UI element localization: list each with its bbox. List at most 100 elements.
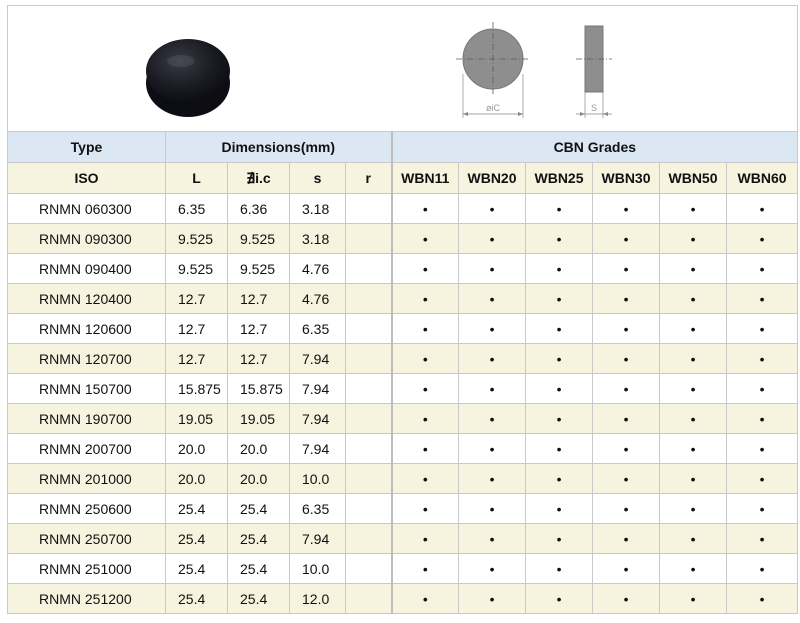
ic-cell: 12.7 <box>227 313 290 344</box>
ic-cell: 9.525 <box>227 253 290 284</box>
round-insert-photo <box>146 39 230 117</box>
s-cell: 7.94 <box>289 523 346 554</box>
ic-cell: 20.0 <box>227 433 290 464</box>
r-cell <box>344 553 393 584</box>
grade-availability-dot: • <box>592 223 661 254</box>
type-cell: RNMN 250600 <box>7 493 166 524</box>
grade-availability-dot: • <box>592 523 661 554</box>
grade-availability-dot: • <box>458 193 527 224</box>
grade-availability-dot: • <box>726 553 799 584</box>
type-cell: RNMN 120700 <box>7 343 166 374</box>
grade-availability-dot: • <box>525 223 594 254</box>
s-cell: 12.0 <box>289 583 346 614</box>
l-cell: 12.7 <box>165 313 228 344</box>
grade-availability-dot: • <box>390 493 460 524</box>
l-cell: 19.05 <box>165 403 228 434</box>
r-cell <box>344 283 393 314</box>
type-cell: RNMN 090400 <box>7 253 166 284</box>
grade-availability-dot: • <box>525 373 594 404</box>
grade-availability-dot: • <box>659 253 728 284</box>
l-cell: 20.0 <box>165 433 228 464</box>
l-header: L <box>165 162 228 194</box>
s-cell: 6.35 <box>289 313 346 344</box>
ic-cell: 9.525 <box>227 223 290 254</box>
grade-availability-dot: • <box>458 433 527 464</box>
grade-availability-dot: • <box>592 253 661 284</box>
grade-availability-dot: • <box>659 313 728 344</box>
s-cell: 10.0 <box>289 463 346 494</box>
ic-cell: 25.4 <box>227 493 290 524</box>
grade-availability-dot: • <box>390 253 460 284</box>
grade-availability-dot: • <box>458 553 527 584</box>
table-row: RNMN 250700 25.4 25.4 7.94 • • • • • • <box>7 523 799 554</box>
grade-availability-dot: • <box>390 313 460 344</box>
s-cell: 7.94 <box>289 433 346 464</box>
grade-availability-dot: • <box>726 433 799 464</box>
grade-availability-dot: • <box>659 193 728 224</box>
type-cell: RNMN 190700 <box>7 403 166 434</box>
iso-header: ISO <box>7 162 166 194</box>
type-header: Type <box>7 131 166 163</box>
table-row: RNMN 201000 20.0 20.0 10.0 • • • • • • <box>7 463 799 494</box>
grade-header: WBN50 <box>659 162 728 194</box>
type-cell: RNMN 060300 <box>7 193 166 224</box>
r-cell <box>344 463 393 494</box>
grade-availability-dot: • <box>525 523 594 554</box>
ic-cell: 12.7 <box>227 343 290 374</box>
table-body: RNMN 060300 6.35 6.36 3.18 • • • • • • RNMN 090300… <box>7 193 799 614</box>
table-row: RNMN 190700 19.05 19.05 7.94 • • • • • • <box>7 403 799 434</box>
grade-availability-dot: • <box>390 583 460 614</box>
grade-availability-dot: • <box>525 463 594 494</box>
grade-availability-dot: • <box>390 283 460 314</box>
grade-availability-dot: • <box>458 523 527 554</box>
insert-dimension-drawing: øiC S <box>456 22 612 118</box>
grade-availability-dot: • <box>592 283 661 314</box>
grade-availability-dot: • <box>458 583 527 614</box>
grade-availability-dot: • <box>525 343 594 374</box>
type-cell: RNMN 250700 <box>7 523 166 554</box>
grade-availability-dot: • <box>458 223 527 254</box>
r-cell <box>344 253 393 284</box>
r-cell <box>344 343 393 374</box>
grade-availability-dot: • <box>726 343 799 374</box>
s-cell: 7.94 <box>289 403 346 434</box>
l-cell: 12.7 <box>165 283 228 314</box>
grade-availability-dot: • <box>659 343 728 374</box>
ic-cell: 6.36 <box>227 193 290 224</box>
grade-availability-dot: • <box>726 193 799 224</box>
grade-header: WBN11 <box>390 162 460 194</box>
grade-availability-dot: • <box>726 283 799 314</box>
r-cell <box>344 373 393 404</box>
grade-availability-dot: • <box>659 283 728 314</box>
ic-cell: 15.875 <box>227 373 290 404</box>
s-cell: 3.18 <box>289 223 346 254</box>
grade-availability-dot: • <box>390 403 460 434</box>
grade-availability-dot: • <box>458 253 527 284</box>
r-cell <box>344 583 393 614</box>
grade-availability-dot: • <box>390 553 460 584</box>
table-row: RNMN 090400 9.525 9.525 4.76 • • • • • • <box>7 253 799 284</box>
type-cell: RNMN 150700 <box>7 373 166 404</box>
grade-availability-dot: • <box>592 403 661 434</box>
grade-availability-dot: • <box>592 193 661 224</box>
grade-availability-dot: • <box>659 403 728 434</box>
r-cell <box>344 223 393 254</box>
s-cell: 4.76 <box>289 253 346 284</box>
table-row: RNMN 120600 12.7 12.7 6.35 • • • • • • <box>7 313 799 344</box>
grade-availability-dot: • <box>726 313 799 344</box>
header-row-columns: ISO L ∄i.c s r WBN11 WBN20 WBN25 WBN30 W… <box>7 162 799 194</box>
s-cell: 7.94 <box>289 373 346 404</box>
thickness-label: S <box>591 103 597 113</box>
l-cell: 25.4 <box>165 583 228 614</box>
grade-availability-dot: • <box>592 343 661 374</box>
s-cell: 4.76 <box>289 283 346 314</box>
ic-cell: 25.4 <box>227 583 290 614</box>
grade-availability-dot: • <box>659 223 728 254</box>
grade-availability-dot: • <box>592 433 661 464</box>
grade-availability-dot: • <box>390 523 460 554</box>
grade-availability-dot: • <box>525 403 594 434</box>
grade-availability-dot: • <box>390 433 460 464</box>
grade-availability-dot: • <box>592 373 661 404</box>
grade-availability-dot: • <box>592 313 661 344</box>
